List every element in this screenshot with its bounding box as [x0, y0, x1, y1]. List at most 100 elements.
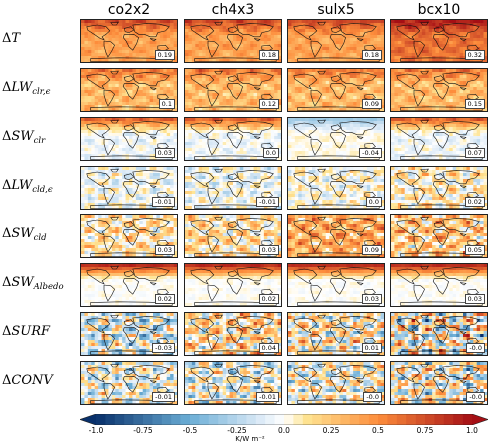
coastline — [149, 87, 157, 91]
panel-value: 0.02 — [464, 197, 485, 207]
coastline — [442, 365, 480, 380]
coastline — [261, 142, 273, 150]
column-title: sulx5 — [317, 2, 355, 18]
coastline — [339, 365, 377, 380]
coastline — [122, 180, 139, 198]
coastline — [329, 277, 346, 295]
coastline — [227, 270, 239, 277]
coastline — [330, 368, 342, 375]
row-label-base: LW — [11, 178, 33, 193]
map-panel: 0.18 — [184, 19, 282, 63]
map-panel: 0.03 — [390, 263, 488, 307]
colorbar-segment — [227, 414, 238, 425]
colorbar-segment — [143, 414, 153, 425]
coastline — [261, 288, 273, 296]
column-title: ch4x3 — [211, 2, 255, 18]
coastline — [420, 70, 429, 75]
map-panel: 0.05 — [390, 214, 488, 258]
coastline — [103, 187, 115, 205]
colorbar-tick-label: 0.75 — [416, 426, 434, 435]
coastline — [420, 363, 429, 368]
coastline — [214, 168, 223, 173]
map-panel: 0.0 — [184, 117, 282, 161]
coastline — [157, 386, 169, 394]
map-field — [81, 264, 177, 306]
coastline — [310, 40, 322, 58]
coastline — [467, 239, 479, 247]
coastline — [339, 316, 377, 331]
map-field — [288, 118, 384, 160]
colorbar-segment — [340, 414, 351, 425]
coastline — [293, 268, 318, 285]
coastline — [317, 70, 326, 75]
map-field — [391, 313, 487, 355]
coastline — [207, 284, 219, 302]
coastline — [157, 239, 169, 247]
coastline — [236, 365, 274, 380]
row-label-subscript: clr — [33, 136, 46, 146]
colorbar-segment — [396, 414, 407, 425]
coastline — [122, 228, 139, 246]
panel-value: -0.04 — [359, 148, 382, 158]
colorbar-tick-label: -0.5 — [182, 426, 198, 435]
coastline — [442, 170, 480, 185]
map-field — [288, 20, 384, 62]
coastline — [459, 38, 467, 42]
coastline — [236, 23, 274, 38]
coastline — [110, 70, 119, 75]
coastline — [227, 124, 239, 131]
coastline — [261, 337, 273, 345]
colorbar-segment — [284, 414, 294, 425]
row-label: ΔLWcld,ϵ — [2, 178, 53, 195]
coastline — [123, 221, 135, 228]
map-panel: -0.01 — [80, 166, 178, 210]
coastline — [467, 93, 479, 101]
coastline — [207, 89, 219, 107]
coastline — [396, 317, 421, 334]
coastline — [103, 235, 115, 253]
coastline — [396, 219, 421, 236]
coastline — [467, 142, 479, 150]
coastline — [236, 218, 274, 233]
coastline — [122, 326, 139, 344]
map-panel: 0.03 — [184, 214, 282, 258]
coastline — [149, 185, 157, 189]
map-panel: -0.04 — [287, 117, 385, 161]
coastline — [310, 89, 322, 107]
map-panel: 0.02 — [390, 166, 488, 210]
colorbar-segment — [331, 414, 341, 425]
coastline — [459, 185, 467, 189]
row-label-delta: Δ — [2, 31, 12, 46]
row-label-base: SW — [11, 275, 34, 290]
coastline — [459, 87, 467, 91]
coastline — [396, 24, 421, 41]
colorbar-segment — [321, 414, 332, 425]
coastline — [432, 33, 449, 51]
panel-value: 0.09 — [361, 99, 382, 109]
row-label-delta: Δ — [2, 178, 12, 193]
coastline — [226, 326, 243, 344]
map-field — [81, 313, 177, 355]
colorbar-segment — [105, 414, 116, 425]
coastline — [317, 168, 326, 173]
colorbar-tick-label: -0.75 — [133, 426, 153, 435]
map-field — [81, 215, 177, 257]
coastline — [339, 23, 377, 38]
coastline — [86, 73, 111, 90]
coastline — [442, 316, 480, 331]
coastline — [413, 40, 425, 58]
coastline — [413, 187, 425, 205]
coastline — [442, 72, 480, 87]
map-panel: -0.0 — [390, 312, 488, 356]
coastline — [433, 368, 445, 375]
map-field — [185, 167, 281, 209]
coastline — [293, 122, 318, 139]
coastline — [132, 218, 170, 233]
coastline — [86, 366, 111, 383]
coastline — [149, 233, 157, 237]
map-panel: 0.15 — [390, 68, 488, 112]
coastline — [110, 314, 119, 319]
coastline — [123, 270, 135, 277]
coastline — [236, 72, 274, 87]
coastline — [396, 73, 421, 90]
